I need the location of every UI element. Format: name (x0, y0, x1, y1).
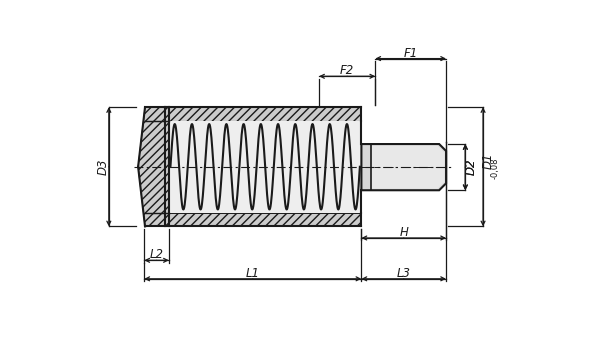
Text: L1: L1 (246, 267, 260, 280)
Text: F1: F1 (404, 47, 418, 60)
Polygon shape (371, 146, 445, 189)
Polygon shape (165, 121, 361, 213)
Polygon shape (165, 107, 361, 227)
Text: -0,08: -0,08 (490, 158, 499, 179)
Polygon shape (165, 213, 361, 227)
Text: D2: D2 (464, 159, 477, 175)
Text: L2: L2 (149, 248, 164, 261)
Text: L3: L3 (397, 267, 411, 280)
Text: F2: F2 (340, 65, 354, 77)
Polygon shape (138, 107, 169, 227)
Text: H: H (400, 226, 408, 239)
Text: D3: D3 (97, 159, 110, 175)
Polygon shape (138, 107, 169, 227)
Text: D2: D2 (464, 159, 477, 175)
Text: D1: D1 (482, 152, 495, 169)
Polygon shape (361, 144, 446, 190)
Polygon shape (165, 107, 361, 121)
